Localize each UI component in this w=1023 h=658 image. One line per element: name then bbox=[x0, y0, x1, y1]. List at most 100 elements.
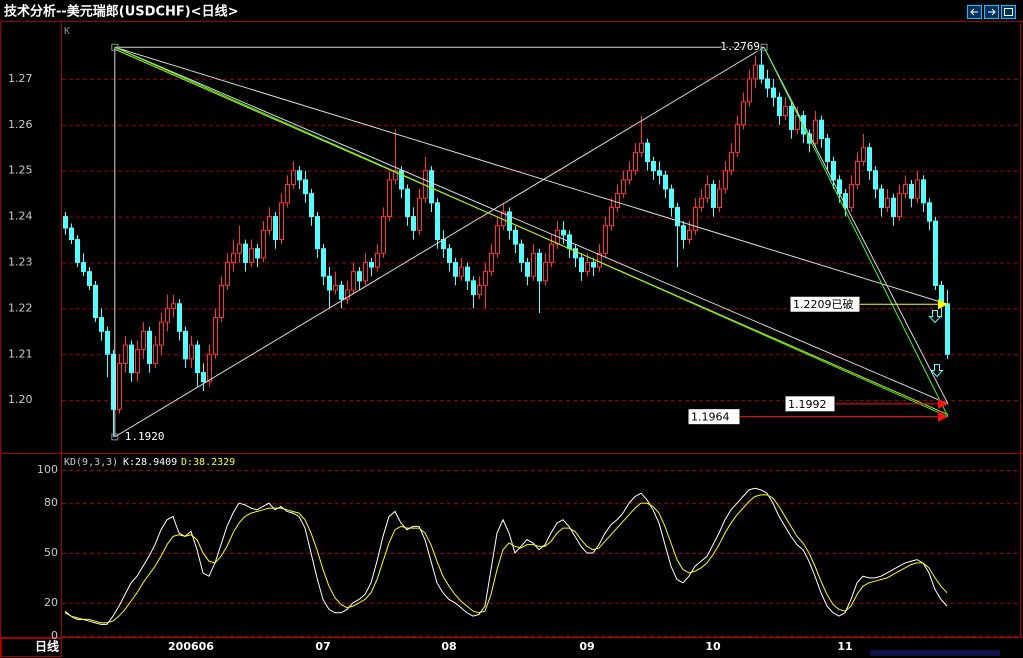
candle-body bbox=[519, 243, 524, 263]
candle-body bbox=[741, 101, 746, 126]
candle-body bbox=[159, 321, 164, 346]
candle-body bbox=[831, 161, 836, 181]
candle-body bbox=[531, 252, 536, 277]
candle-body bbox=[267, 216, 272, 231]
candle-body bbox=[759, 64, 764, 80]
trend-line bbox=[114, 46, 765, 438]
window-title: 技术分析--美元瑞郎(USDCHF)<日线> bbox=[4, 4, 238, 20]
y-tick-label: 50 bbox=[44, 546, 58, 559]
candle-body bbox=[573, 248, 578, 259]
y-tick-label: 1.27 bbox=[8, 72, 33, 85]
candle-body bbox=[279, 202, 284, 241]
candle-body bbox=[105, 330, 110, 355]
candle-body bbox=[525, 261, 530, 277]
candle-body bbox=[81, 261, 86, 273]
candle-body bbox=[897, 193, 902, 218]
candle-body bbox=[285, 183, 290, 204]
candle-body bbox=[351, 271, 356, 291]
icon bbox=[970, 8, 978, 16]
y-tick-label: 100 bbox=[37, 463, 58, 476]
candle-body bbox=[177, 303, 182, 332]
candle-body bbox=[813, 119, 818, 144]
candle-body bbox=[651, 161, 656, 172]
candle-body bbox=[585, 261, 590, 273]
candle-body bbox=[537, 252, 542, 282]
candle-body bbox=[249, 248, 254, 263]
status-strip bbox=[870, 650, 1000, 656]
x-tick-label: 08 bbox=[441, 640, 456, 653]
candle-body bbox=[615, 193, 620, 208]
candle-body bbox=[687, 229, 692, 241]
y-tick-label: 1.21 bbox=[8, 347, 33, 360]
candle-body bbox=[633, 151, 638, 172]
series-label: K:28.9409 bbox=[123, 457, 177, 468]
candle-body bbox=[135, 349, 140, 374]
candle-body bbox=[645, 142, 650, 163]
candle-body bbox=[117, 362, 122, 410]
candle-body bbox=[141, 330, 146, 351]
trend-line bbox=[763, 47, 949, 417]
candle-body bbox=[303, 179, 308, 195]
candle-body bbox=[147, 330, 152, 364]
window-buttons[interactable] bbox=[967, 5, 1016, 19]
y-tick-label: 1.25 bbox=[8, 164, 33, 177]
candle-body bbox=[459, 266, 464, 277]
candle-body bbox=[915, 179, 920, 199]
candle-body bbox=[87, 271, 92, 286]
level-label: 1.1920 bbox=[125, 430, 165, 443]
candle-body bbox=[819, 119, 824, 140]
candle-body bbox=[165, 307, 170, 323]
candle-body bbox=[195, 344, 200, 374]
candle-body bbox=[855, 161, 860, 185]
candle-body bbox=[735, 124, 740, 153]
candle-body bbox=[873, 170, 878, 190]
candle-body bbox=[333, 284, 338, 291]
candle-body bbox=[309, 193, 314, 218]
candle-body bbox=[453, 261, 458, 277]
candle-body bbox=[471, 280, 476, 296]
candle-body bbox=[621, 179, 626, 195]
trend-line bbox=[114, 48, 949, 416]
x-tick-label: 09 bbox=[579, 640, 594, 653]
candle-body bbox=[75, 239, 80, 263]
candle-body bbox=[201, 372, 206, 383]
candle-body bbox=[405, 188, 410, 218]
target-label: 1.1964 bbox=[691, 411, 730, 424]
candle-body bbox=[663, 174, 668, 190]
candle-body bbox=[129, 344, 134, 374]
signal-arrow bbox=[930, 364, 944, 378]
target-arrow-head bbox=[938, 398, 948, 409]
x-tick-label: 10 bbox=[705, 640, 721, 653]
candle-body bbox=[729, 151, 734, 172]
candle-body bbox=[783, 105, 788, 117]
kd-line bbox=[64, 494, 948, 624]
candle-body bbox=[597, 252, 602, 268]
candle-body bbox=[693, 206, 698, 231]
y-tick-label: 20 bbox=[44, 596, 58, 609]
candle-body bbox=[489, 252, 494, 273]
candle-body bbox=[579, 257, 584, 273]
y-tick-label: 1.20 bbox=[8, 393, 33, 406]
candle-body bbox=[315, 216, 320, 250]
candle-body bbox=[879, 188, 884, 208]
x-tick-label: 07 bbox=[315, 640, 330, 653]
candle-body bbox=[261, 229, 266, 259]
candle-body bbox=[189, 344, 194, 360]
indicator-label: K bbox=[64, 26, 70, 37]
candle-body bbox=[399, 170, 404, 190]
candle-body bbox=[243, 243, 248, 263]
candle-body bbox=[327, 275, 332, 291]
candle-body bbox=[927, 202, 932, 222]
candle-body bbox=[513, 229, 518, 245]
candle-body bbox=[723, 170, 728, 190]
button-restore[interactable] bbox=[1001, 5, 1016, 19]
candle-body bbox=[657, 170, 662, 176]
candle-body bbox=[609, 206, 614, 227]
candle-body bbox=[933, 220, 938, 286]
y-tick-label: 1.24 bbox=[8, 210, 33, 223]
candle-body bbox=[669, 188, 674, 208]
candle-body bbox=[153, 344, 158, 364]
